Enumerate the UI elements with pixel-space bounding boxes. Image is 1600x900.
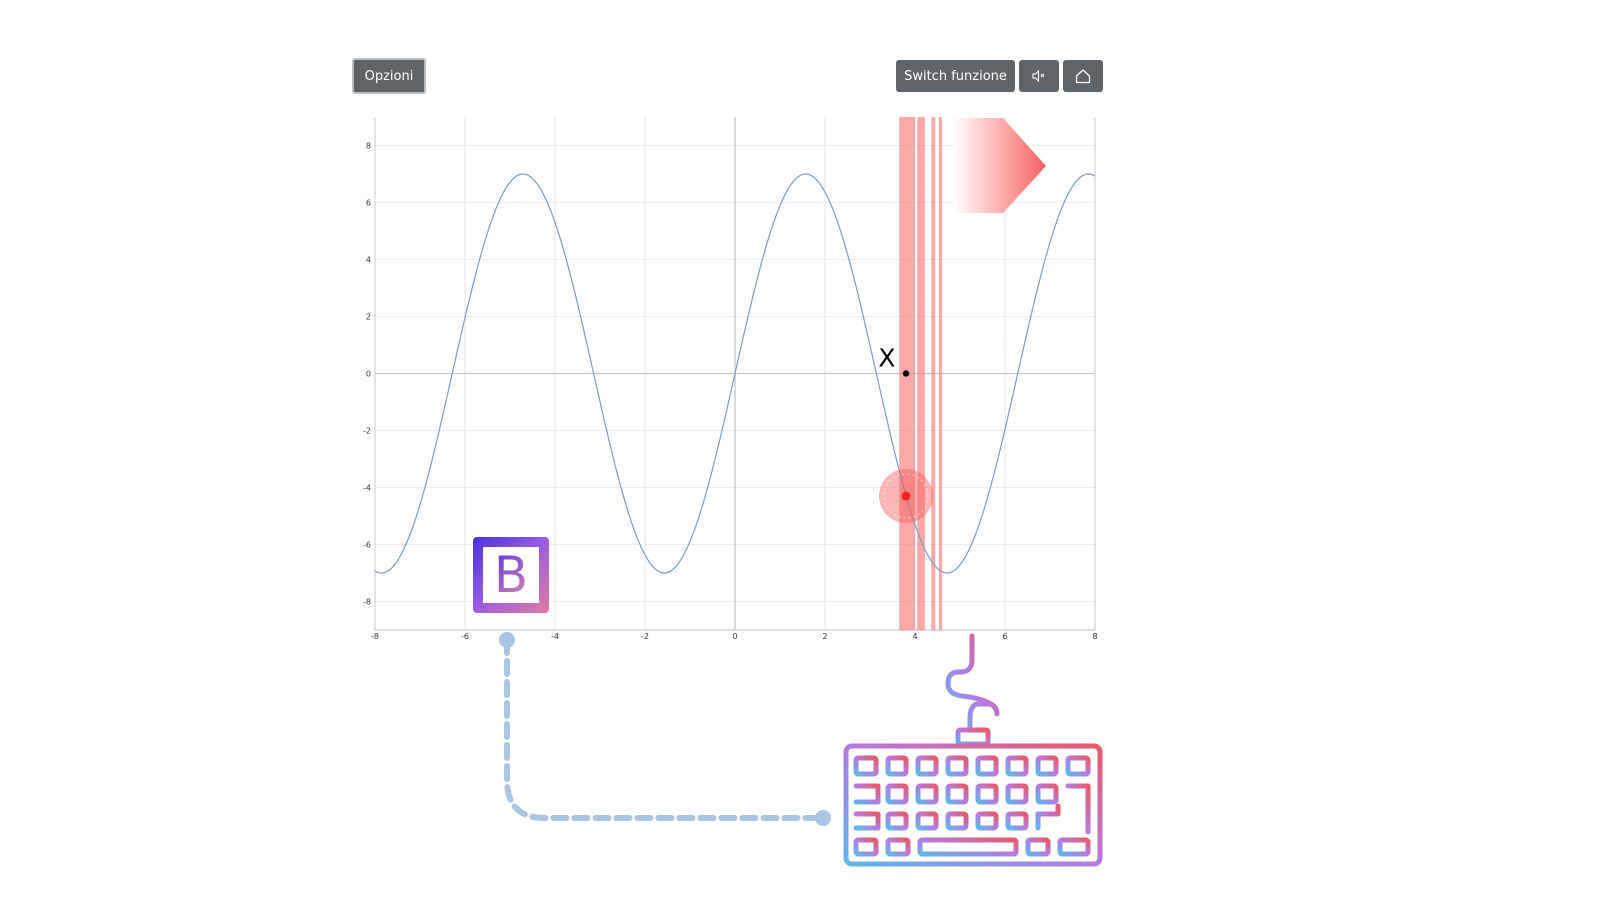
tick-labels: -8 -6 -4 -2 0 2 4 6 8 8 6 4 2 0 -2 -4 -6 -8 — [363, 142, 1098, 642]
speaker-muted-icon — [1032, 69, 1045, 83]
options-button[interactable]: Opzioni — [352, 58, 426, 94]
sine-curve — [374, 173, 1096, 574]
x-tick-label: 0 — [732, 632, 737, 641]
highlight-band — [931, 117, 936, 630]
x-tick-label: 4 — [912, 632, 917, 641]
x-tick-label: -6 — [461, 632, 469, 641]
x-tick-label: -2 — [641, 632, 649, 641]
y-tick-label: -8 — [363, 598, 371, 607]
y-tick-label: 0 — [366, 370, 371, 379]
y-tick-label: -6 — [363, 541, 371, 550]
x-tick-label: 8 — [1092, 632, 1097, 641]
y-tick-label: -2 — [363, 427, 371, 436]
home-icon — [1075, 69, 1091, 84]
switch-function-button[interactable]: Switch funzione — [896, 60, 1015, 92]
target-point — [901, 491, 911, 501]
mute-button[interactable] — [1019, 60, 1059, 92]
key-letter: B — [493, 546, 529, 604]
y-tick-label: -4 — [363, 484, 371, 493]
y-tick-label: 4 — [366, 256, 371, 265]
highlight-band — [917, 117, 925, 630]
x-tick-label: -8 — [371, 632, 379, 641]
y-tick-label: 6 — [366, 199, 371, 208]
x-tick-label: 2 — [822, 632, 827, 641]
x-marker-label: X — [878, 344, 895, 373]
keyboard-b-key-icon: B — [473, 537, 549, 613]
home-button[interactable] — [1063, 60, 1103, 92]
cursor-point — [902, 370, 910, 377]
target-ring — [883, 473, 929, 519]
x-tick-label: 6 — [1002, 632, 1007, 641]
curve-layer — [374, 173, 1096, 574]
y-tick-label: 2 — [366, 313, 371, 322]
y-tick-label: 8 — [366, 142, 371, 151]
x-tick-label: -4 — [551, 632, 559, 641]
highlight-band — [938, 117, 942, 630]
markers: X — [878, 344, 933, 524]
